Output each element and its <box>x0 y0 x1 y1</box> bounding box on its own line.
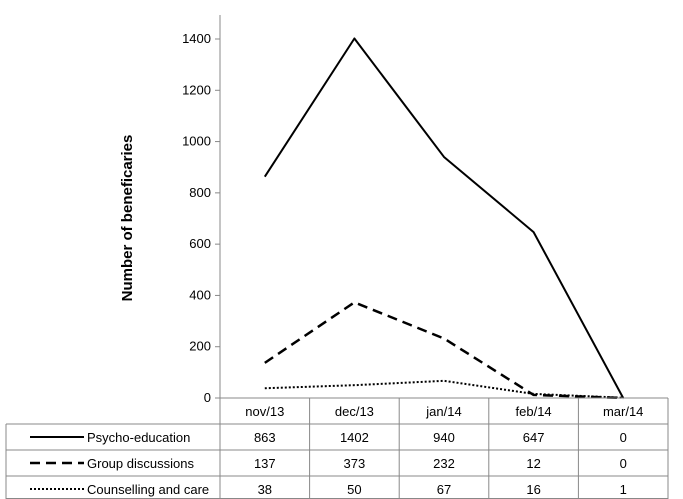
data-label: 0 <box>620 430 627 445</box>
x-category-label: mar/14 <box>603 404 643 419</box>
series-line-0 <box>263 37 625 399</box>
data-label: 863 <box>254 430 276 445</box>
y-tick-label: 200 <box>189 339 211 354</box>
legend-label: Psycho-education <box>87 430 190 445</box>
y-tick-label: 600 <box>189 236 211 251</box>
data-label: 1402 <box>340 430 369 445</box>
x-category-label: jan/14 <box>425 404 461 419</box>
x-category-label: feb/14 <box>516 404 552 419</box>
y-tick-label: 400 <box>189 287 211 302</box>
y-axis-label: Number of beneficaries <box>119 135 136 302</box>
y-tick-label: 0 <box>204 390 211 405</box>
data-label: 38 <box>258 482 272 497</box>
x-category-label: nov/13 <box>245 404 284 419</box>
legend-label: Counselling and care <box>87 482 209 497</box>
y-tick-labels: 0 200 400 600 800 1000 1200 1400 <box>182 31 220 405</box>
data-label: 16 <box>526 482 540 497</box>
y-tick-label: 1200 <box>182 82 211 97</box>
data-label: 12 <box>526 456 540 471</box>
series-line-1 <box>264 301 624 400</box>
data-table: nov/13 dec/13 jan/14 feb/14 mar/14 Psycho-edu… <box>5 397 669 499</box>
data-label: 940 <box>433 430 455 445</box>
data-label: 137 <box>254 456 276 471</box>
data-label: 647 <box>523 430 545 445</box>
data-label: 232 <box>433 456 455 471</box>
data-label: 373 <box>344 456 366 471</box>
legend-label: Group discussions <box>87 456 194 471</box>
y-tick-label: 800 <box>189 185 211 200</box>
y-tick-label: 1000 <box>182 134 211 149</box>
series-line-2 <box>264 379 624 399</box>
data-label: 0 <box>620 456 627 471</box>
data-label: 50 <box>347 482 361 497</box>
x-category-label: dec/13 <box>335 404 374 419</box>
series-lines <box>263 37 625 400</box>
data-label: 67 <box>437 482 451 497</box>
y-tick-label: 1400 <box>182 31 211 46</box>
data-label: 1 <box>620 482 627 497</box>
